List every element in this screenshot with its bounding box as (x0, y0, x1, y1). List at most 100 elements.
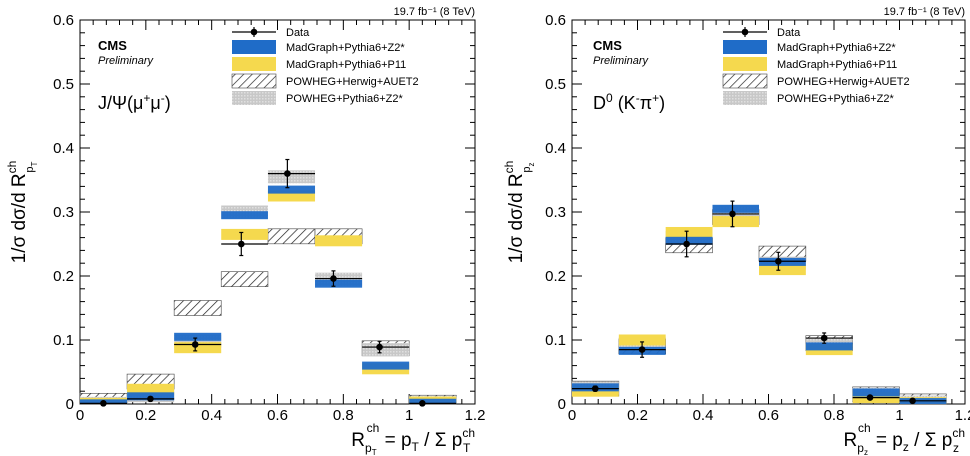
legend-label: MadGraph+Pythia6+Z2* (286, 42, 405, 54)
data-point (805, 332, 853, 344)
band-madgraph-pythia6-z2 (409, 398, 457, 404)
legend: Data MadGraph+Pythia6+Z2* MadGraph+Pythia6… (231, 27, 419, 105)
legend-marker (741, 28, 749, 36)
data-point (362, 340, 410, 354)
x-axis-label: RpTch = pT / Σ pch T (351, 421, 475, 456)
data-marker (100, 400, 107, 407)
data-marker (638, 346, 646, 353)
lumi-label: 19.7 fb⁻¹ (8 TeV) (394, 6, 475, 18)
x-tick-label: 1 (895, 407, 903, 424)
legend-entry-powheg-herwig-auet2: POWHEG+Herwig+AUET2 (722, 73, 910, 89)
data-marker (866, 394, 874, 401)
legend-entry-madgraph-pythia6-p11: MadGraph+Pythia6+P11 (232, 57, 406, 71)
x-tick-label: 0 (568, 407, 576, 424)
band-madgraph-pythia6-z2 (712, 204, 760, 213)
data-marker (820, 334, 828, 342)
data-marker (775, 257, 782, 265)
channel-label: J/Ψ(μ+μ-) (98, 91, 171, 113)
band-powheg-pythia6-z2 (267, 170, 316, 184)
legend-label: MadGraph+Pythia6+Z2* (777, 42, 896, 54)
data-marker (376, 343, 383, 351)
legend-label: MadGraph+Pythia6+P11 (777, 59, 897, 71)
y-tick-label: 0.6 (53, 12, 74, 29)
legend: Data MadGraph+Pythia6+Z2* MadGraph+Pythia6… (722, 27, 910, 105)
legend-label: Data (777, 27, 801, 39)
legend-label: POWHEG+Herwig+AUET2 (777, 76, 910, 88)
band-madgraph-pythia6-p11 (174, 342, 222, 354)
band-madgraph-pythia6-p11 (759, 264, 806, 276)
band-madgraph-pythia6-z2 (221, 211, 268, 220)
axis-ticks: 0 0.2 0.4 0.6 0.8 1 1.2 0 0.1 0.2 0.3 0.4 0.5 0.6 (545, 12, 970, 424)
legend-entry-madgraph-pythia6-z2: MadGraph+Pythia6+Z2* (723, 40, 896, 54)
data-marker (683, 240, 690, 248)
data-marker (237, 240, 245, 248)
data-point (127, 395, 175, 403)
status-label: Preliminary (98, 55, 155, 67)
band-madgraph-pythia6-z2 (805, 342, 853, 351)
band-madgraph-pythia6-p11 (267, 190, 316, 202)
data-points (80, 158, 457, 407)
x-tick-label: 0.2 (627, 407, 648, 424)
legend-label: POWHEG+Herwig+AUET2 (286, 76, 419, 88)
band-powheg-herwig-auet2 (173, 300, 222, 316)
legend-entry-madgraph-pythia6-p11: MadGraph+Pythia6+P11 (723, 57, 897, 71)
y-axis-label: 1/σ dσ/d Rch pT (5, 161, 39, 264)
data-marker (284, 170, 291, 177)
data-point (80, 400, 128, 407)
band-madgraph-pythia6-z2 (759, 257, 806, 266)
y-tick-label: 0.2 (53, 268, 74, 285)
legend-swatch (723, 91, 767, 105)
band-madgraph-pythia6-p11 (221, 228, 268, 240)
legend-entry-powheg-pythia6-z2: POWHEG+Pythia6+Z2* (723, 91, 894, 105)
band-madgraph-pythia6-z2 (362, 361, 410, 370)
data-point (899, 397, 947, 405)
data-point (852, 394, 900, 401)
legend-label: POWHEG+Pythia6+Z2* (286, 93, 403, 105)
data-marker (909, 397, 916, 405)
legend-label: POWHEG+Pythia6+Z2* (777, 93, 894, 105)
data-marker (591, 385, 599, 392)
legend-label: MadGraph+Pythia6+P11 (286, 59, 406, 71)
x-tick-label: 0.8 (333, 407, 354, 424)
legend-entry-powheg-herwig-auet2: POWHEG+Herwig+AUET2 (231, 73, 419, 89)
y-tick-label: 0.5 (53, 76, 74, 93)
legend-entry-data: Data (723, 27, 801, 39)
band-madgraph-pythia6-p11 (127, 383, 175, 395)
band-powheg-pythia6-z2 (362, 343, 410, 357)
experiment-label: CMS (593, 38, 622, 53)
y-tick-label: 0.3 (53, 204, 74, 221)
y-tick-label: 0 (558, 396, 566, 413)
legend-swatch (723, 57, 767, 71)
experiment-label: CMS (98, 38, 127, 53)
legend-swatch (231, 73, 277, 89)
legend-entry-data: Data (232, 27, 310, 39)
y-tick-label: 0.5 (545, 76, 566, 93)
legend-swatch (723, 40, 767, 54)
data-marker (147, 395, 154, 403)
legend-marker (250, 28, 258, 36)
x-tick-label: 0.6 (758, 407, 779, 424)
data-points (572, 200, 947, 405)
x-axis-label: Rpzch = pz / Σ pch z (844, 421, 965, 456)
x-tick-label: 0.4 (693, 407, 714, 424)
x-tick-label: 0 (76, 407, 84, 424)
band-powheg-herwig-auet2 (220, 271, 269, 288)
data-point (572, 385, 619, 392)
x-tick-label: 1 (405, 407, 413, 424)
x-tick-label: 0.4 (201, 407, 222, 424)
band-madgraph-pythia6-z2 (665, 236, 713, 245)
data-point (759, 251, 806, 271)
data-point (409, 400, 457, 407)
x-tick-label: 1.2 (465, 407, 486, 424)
y-tick-label: 0.4 (53, 140, 74, 157)
band-madgraph-pythia6-p11 (712, 216, 760, 228)
data-point (315, 270, 363, 287)
band-madgraph-pythia6-z2 (315, 279, 363, 288)
y-tick-label: 0.6 (545, 12, 566, 29)
y-tick-label: 0 (66, 396, 74, 413)
legend-entry-powheg-pythia6-z2: POWHEG+Pythia6+Z2* (232, 91, 403, 105)
x-tick-label: 0.6 (267, 407, 288, 424)
